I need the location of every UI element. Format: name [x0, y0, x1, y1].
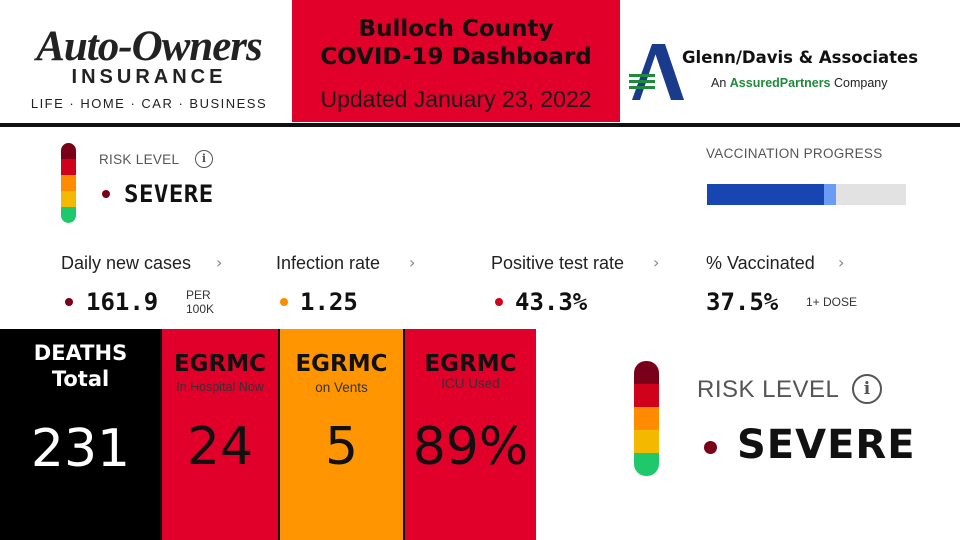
- chevron-right-icon[interactable]: ›: [409, 253, 416, 272]
- metric-vaccinated-value: 37.5%: [706, 288, 779, 316]
- vaccination-full-fill: [707, 184, 824, 205]
- tile-divider: [278, 329, 280, 540]
- chevron-right-icon[interactable]: ›: [838, 253, 845, 272]
- triangle-logo-icon: [629, 44, 684, 100]
- chevron-right-icon[interactable]: ›: [216, 253, 223, 272]
- infection-rate-dot: [280, 298, 288, 306]
- updated-date: Updated January 23, 2022: [320, 86, 592, 112]
- risk-level-value: SEVERE: [124, 180, 214, 208]
- hospital-value: 24: [186, 417, 254, 477]
- info-icon[interactable]: i: [852, 374, 882, 404]
- gd-sub-prefix: An: [711, 76, 730, 90]
- icu-subheading: ICU Used: [441, 376, 500, 391]
- tile-divider: [403, 329, 405, 540]
- vaccination-progress-bar: [707, 184, 906, 205]
- vents-tile: EGRMC on Vents 5: [280, 329, 403, 540]
- chevron-right-icon[interactable]: ›: [653, 253, 660, 272]
- gd-sub-suffix: Company: [830, 76, 888, 90]
- metric-infection-rate-label[interactable]: Infection rate: [276, 253, 381, 273]
- icu-tile: EGRMC ICU Used 89%: [405, 329, 536, 540]
- auto-owners-name: Auto-Owners: [36, 23, 263, 70]
- vents-subheading: on Vents: [315, 380, 368, 395]
- glenn-davis-sub: An AssuredPartners Company: [711, 76, 888, 90]
- risk-meter-large: [634, 361, 659, 476]
- metric-daily-cases-value: 161.9: [86, 288, 159, 316]
- hospital-tile: EGRMC In Hospital Now 24: [162, 329, 278, 540]
- icu-value: 89%: [412, 417, 529, 477]
- metric-vaccinated-label[interactable]: % Vaccinated: [706, 253, 815, 273]
- glenn-davis-name: Glenn/Davis & Associates: [682, 48, 919, 67]
- auto-owners-logo: [0, 0, 292, 122]
- risk-dot: [102, 190, 110, 198]
- info-icon[interactable]: i: [195, 150, 213, 168]
- vents-heading: EGRMC: [295, 351, 388, 377]
- deaths-tile: DEATHS Total 231: [0, 329, 161, 540]
- header-divider: [0, 123, 960, 127]
- icu-heading: EGRMC: [424, 351, 517, 377]
- glenn-davis-logo: [620, 0, 960, 122]
- title-panel: Bulloch County COVID-19 Dashboard Update…: [292, 0, 620, 122]
- vaccination-partial-fill: [824, 184, 836, 205]
- metric-positive-rate-value: 43.3%: [515, 288, 588, 316]
- metric-daily-cases-unit2: 100K: [186, 302, 215, 316]
- page-title-line2: COVID-19 Dashboard: [320, 44, 592, 70]
- risk-level-label: RISK LEVEL: [99, 152, 180, 167]
- positive-rate-dot: [495, 298, 503, 306]
- metric-infection-rate-value: 1.25: [300, 288, 358, 316]
- metric-daily-cases-unit1: PER: [186, 288, 211, 302]
- hospital-subheading: In Hospital Now: [176, 380, 264, 394]
- risk-dot-large: [704, 441, 717, 454]
- tile-divider: [160, 329, 162, 540]
- deaths-heading: DEATHS: [33, 341, 128, 365]
- auto-owners-tagline: LIFE · HOME · CAR · BUSINESS: [30, 96, 268, 111]
- risk-level-label-large: RISK LEVEL: [697, 376, 840, 403]
- daily-cases-dot: [65, 298, 73, 306]
- metric-positive-rate-label[interactable]: Positive test rate: [491, 253, 625, 273]
- metric-vaccinated-unit: 1+ DOSE: [806, 295, 858, 309]
- auto-owners-insurance: INSURANCE: [71, 66, 227, 88]
- hospital-heading: EGRMC: [173, 351, 267, 377]
- vents-value: 5: [324, 417, 359, 477]
- page-title-line1: Bulloch County: [358, 16, 554, 42]
- risk-meter: [61, 143, 76, 223]
- risk-level-value-large: SEVERE: [737, 422, 916, 468]
- metric-daily-cases-label[interactable]: Daily new cases: [61, 253, 192, 273]
- vaccination-progress-label: VACCINATION PROGRESS: [706, 146, 883, 161]
- deaths-value: 231: [30, 419, 131, 479]
- gd-sub-brand: AssuredPartners: [729, 76, 831, 90]
- deaths-subheading: Total: [51, 367, 110, 391]
